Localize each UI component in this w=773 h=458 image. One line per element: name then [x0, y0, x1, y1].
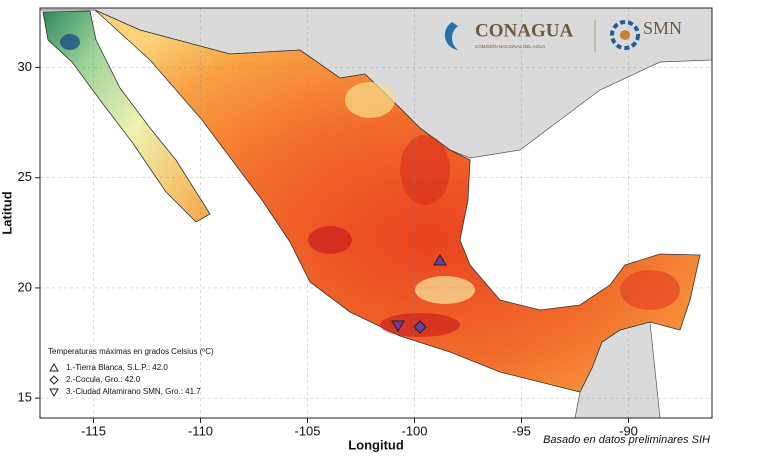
cold-zone [60, 34, 80, 50]
logo-subtext: COMISIÓN NACIONAL DEL AGUA [475, 43, 545, 49]
hot-zone [400, 135, 450, 205]
logo-text: CONAGUA [475, 20, 573, 41]
legend-symbol [49, 375, 59, 385]
x-tick-label: -90 [619, 423, 638, 438]
legend: Temperaturas máximas en grados Celsius (… [48, 347, 214, 398]
legend-entry: 2.-Cocula, Gro.: 42.0 [66, 375, 141, 384]
x-tick-label: -100 [402, 423, 428, 438]
y-tick-label: 20 [18, 279, 32, 294]
conagua-logo: CONAGUA COMISIÓN NACIONAL DEL AGUA [444, 20, 573, 50]
x-tick-label: -105 [295, 423, 321, 438]
x-tick-label: -115 [81, 423, 106, 438]
plot-area [40, 8, 712, 418]
hot-zone [620, 270, 680, 310]
logo-text: SMN [643, 18, 682, 38]
legend-entry: 1.-Tierra Blanca, S.L.P.: 42.0 [66, 363, 168, 372]
station-marker [433, 254, 447, 266]
x-tick-label: -95 [512, 423, 531, 438]
logo-icon [444, 22, 458, 50]
legend-entry: 3.-Ciudad Altamirano SMN, Gro.: 41.7 [66, 387, 201, 396]
legend-title: Temperaturas máximas en grados Celsius (… [48, 347, 214, 356]
x-tick-label: -110 [188, 423, 213, 438]
station-marker [413, 320, 427, 334]
station-marker [391, 320, 405, 332]
x-axis-label: Longitud [348, 437, 404, 452]
source-note: Basado en datos preliminares SIH [543, 434, 710, 446]
cool-zone [345, 82, 395, 118]
grid [40, 8, 712, 418]
hot-zone [308, 226, 352, 254]
y-tick-label: 15 [18, 390, 32, 405]
logo-icon [620, 30, 630, 40]
y-axis-label: Latitud [0, 191, 14, 234]
cool-zone [415, 276, 475, 304]
y-tick-label: 25 [18, 169, 32, 184]
plot-frame [39, 7, 713, 419]
legend-symbol [49, 362, 59, 372]
logo-icon [610, 20, 640, 50]
y-tick-label: 30 [18, 59, 32, 74]
mexico-mainland [94, 9, 701, 393]
baja-california [42, 10, 211, 223]
legend-symbol [49, 388, 59, 398]
smn-logo: SMN [610, 18, 682, 50]
